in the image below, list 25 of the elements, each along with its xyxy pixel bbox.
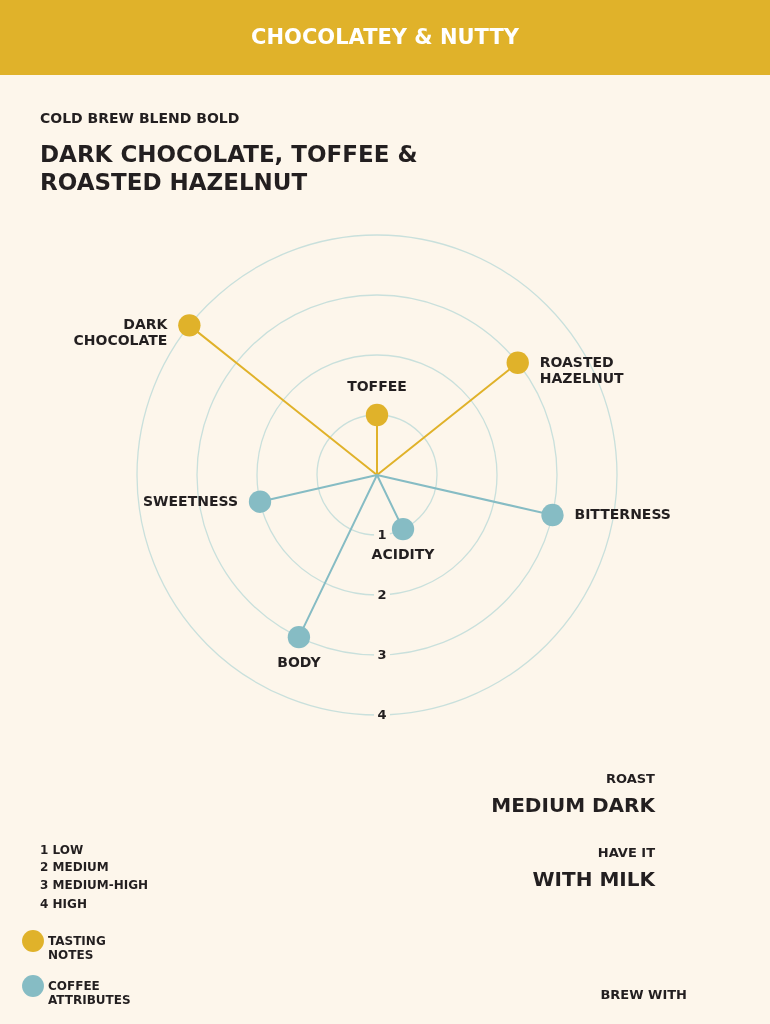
- text: BREW WITH: [600, 987, 687, 1002]
- chart-title: DARK CHOCOLATE, TOFFEE & ROASTED HAZELNUT: [40, 141, 418, 195]
- chart-subtitle: COLD BREW BLEND BOLD: [40, 110, 240, 126]
- text: 2 MEDIUM: [40, 860, 109, 874]
- legend-label: COFFEE ATTRIBUTES: [48, 979, 131, 1007]
- y-tick-label: 1: [377, 527, 387, 542]
- spoke-label: DARK CHOCOLATE: [73, 316, 169, 349]
- text: HAVE IT: [597, 845, 656, 860]
- text: MEDIUM DARK: [491, 793, 657, 817]
- spoke-label: SWEETNESS: [142, 492, 239, 509]
- legend-label: TASTING NOTES: [48, 934, 106, 962]
- text: ROAST: [605, 771, 656, 786]
- text: 3 MEDIUM-HIGH: [40, 878, 149, 892]
- spoke-label: TOFFEE: [347, 378, 407, 394]
- text: 4 HIGH: [40, 897, 87, 911]
- spoke-label: BODY: [277, 654, 322, 671]
- spoke-label: ACIDITY: [371, 546, 436, 563]
- y-tick-label: 2: [377, 587, 387, 602]
- spoke-label: ROASTED HAZELNUT: [539, 353, 624, 386]
- spoke-label: BITTERNESS: [574, 506, 671, 523]
- text: CHOCOLATEY & NUTTY: [251, 25, 520, 49]
- y-tick-label: 4: [377, 707, 387, 722]
- text: 1 LOW: [40, 843, 84, 857]
- text: WITH MILK: [532, 867, 657, 891]
- y-tick-label: 3: [377, 647, 387, 662]
